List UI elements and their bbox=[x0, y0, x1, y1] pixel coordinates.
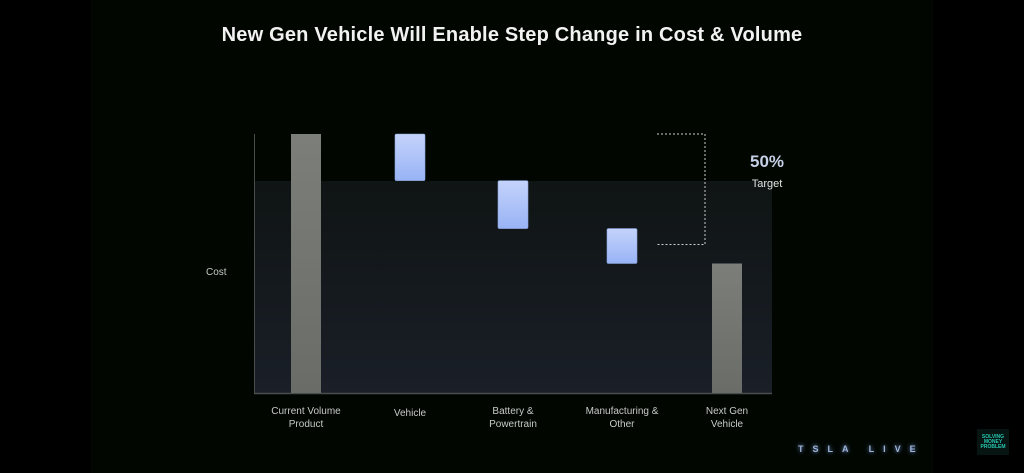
target-percent: 50% bbox=[750, 152, 784, 171]
x-tick-label: Vehicle bbox=[711, 419, 744, 430]
badge-line: PROBLEM bbox=[980, 444, 1006, 450]
badge-line: SOLVING bbox=[981, 434, 1005, 440]
x-tick-label: Powertrain bbox=[489, 419, 537, 430]
x-tick-label: Battery & bbox=[492, 406, 533, 417]
x-tick-label: Vehicle bbox=[394, 408, 427, 419]
tsla-live-watermark: TSLA LIVE bbox=[798, 444, 925, 454]
bar-vehicle bbox=[394, 133, 426, 181]
x-tick-label: Current Volume bbox=[271, 406, 341, 417]
bar-current-volume-product bbox=[291, 134, 321, 393]
x-tick-label: Other bbox=[609, 419, 635, 430]
channel-badge-logo: SOLVING MONEY PROBLEM bbox=[977, 429, 1009, 455]
target-label: Target bbox=[752, 178, 783, 190]
badge-line: MONEY bbox=[983, 439, 1003, 445]
bar-battery-powertrain bbox=[497, 180, 529, 229]
bar-next-gen-vehicle bbox=[712, 263, 742, 393]
x-tick-label: Next Gen bbox=[706, 406, 748, 417]
x-tick-label: Manufacturing & bbox=[586, 406, 659, 417]
target-bracket bbox=[657, 133, 706, 245]
bar-manufacturing-other bbox=[606, 228, 638, 264]
x-tick-label: Product bbox=[289, 419, 324, 430]
y-axis-label: Cost bbox=[206, 267, 227, 278]
slide-title: New Gen Vehicle Will Enable Step Change … bbox=[221, 24, 803, 46]
